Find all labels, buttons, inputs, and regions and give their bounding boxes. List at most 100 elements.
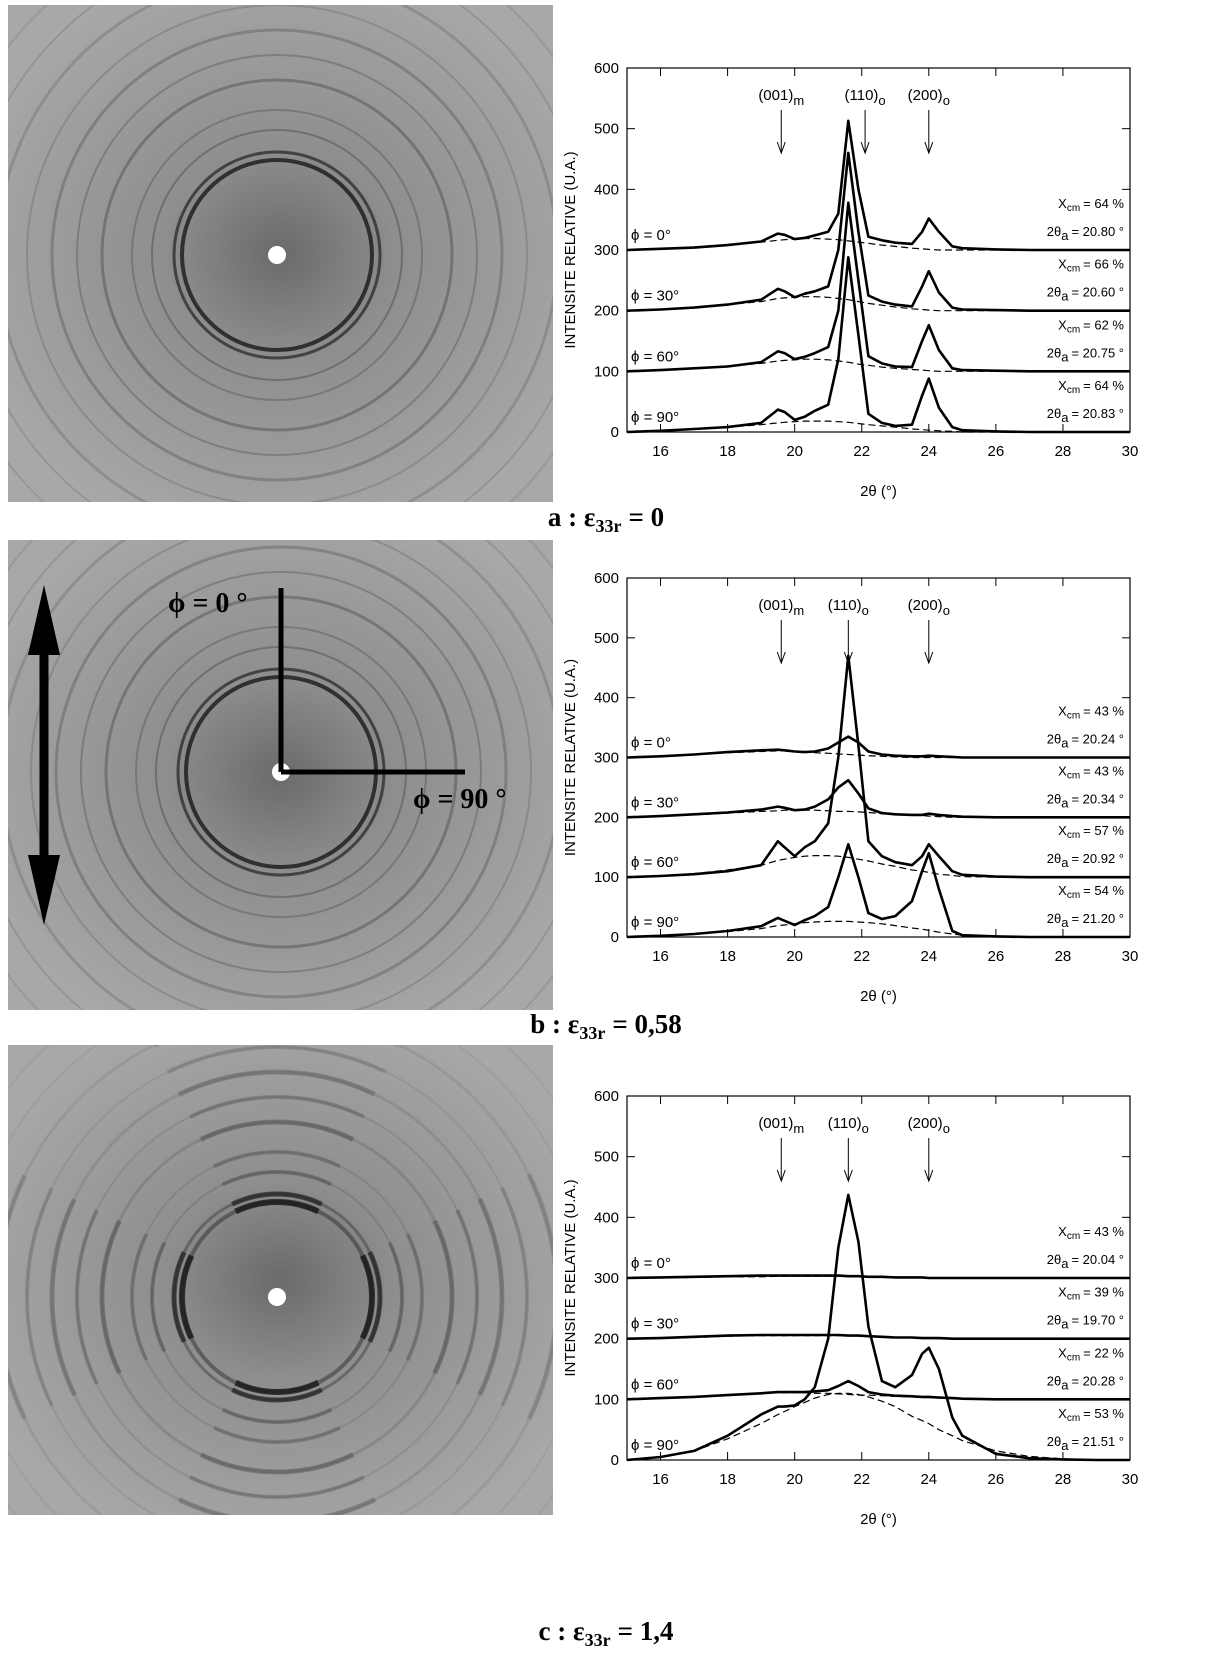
xcm-subscript: cm xyxy=(1067,385,1080,396)
amorphous-angle-label: 2θa = 19.70 ° xyxy=(1047,1313,1124,1332)
theta-symbol: 2θ xyxy=(1047,1373,1061,1388)
xcm-symbol: X xyxy=(1058,1406,1067,1421)
ring xyxy=(151,129,403,381)
peak-label: (001)m xyxy=(758,87,804,108)
x-tick-label: 18 xyxy=(719,948,736,965)
xcm-value: = 43 % xyxy=(1083,704,1124,719)
x-tick-label: 26 xyxy=(988,948,1005,965)
xcm-value: = 62 % xyxy=(1083,317,1124,332)
y-tick-label: 400 xyxy=(594,1209,619,1226)
diffraction-curve xyxy=(626,151,1130,312)
ring xyxy=(50,1070,504,1515)
theta-value: = 20.80 ° xyxy=(1071,224,1124,239)
xcm-subscript: cm xyxy=(1067,1231,1080,1242)
diffraction-curve xyxy=(626,256,1130,434)
x-tick-label: 20 xyxy=(786,948,803,965)
y-tick-label: 600 xyxy=(594,570,619,587)
peak-name: (200) xyxy=(908,87,943,104)
amorphous-angle-label: 2θa = 20.28 ° xyxy=(1047,1373,1124,1392)
caption-subscript: 33r xyxy=(579,1023,605,1043)
ring-arc xyxy=(179,1199,375,1395)
peak-label: (200)o xyxy=(908,87,950,108)
amorphous-halo xyxy=(626,420,1130,433)
series-label: ϕ = 0° xyxy=(631,735,671,752)
theta-symbol: 2θ xyxy=(1047,1313,1061,1328)
panel-caption: c : ε33r = 1,4 xyxy=(539,1616,674,1650)
ring-arc xyxy=(99,1119,455,1475)
ring-arc xyxy=(75,1095,479,1499)
amorphous-angle-label: 2θa = 20.04 ° xyxy=(1047,1252,1124,1271)
theta-value: = 20.34 ° xyxy=(1071,791,1124,806)
ring xyxy=(26,5,528,502)
theta-subscript: a xyxy=(1061,855,1069,870)
peak-subscript: o xyxy=(943,1121,950,1136)
peak-name: (001) xyxy=(758,597,793,614)
series-label: ϕ = 90° xyxy=(631,409,679,426)
y-tick-label: 200 xyxy=(594,303,619,320)
peak-label: (200)o xyxy=(908,597,950,618)
xcm-subscript: cm xyxy=(1067,890,1080,901)
x-tick-label: 28 xyxy=(1055,443,1072,460)
crystallinity-label: Xcm = 64 % xyxy=(1058,196,1124,214)
theta-value: = 20.04 ° xyxy=(1071,1252,1124,1267)
crystallinity-label: Xcm = 57 % xyxy=(1058,823,1124,841)
panel-caption: b : ε33r = 0,58 xyxy=(530,1009,681,1043)
xcm-symbol: X xyxy=(1058,378,1067,393)
amorphous-angle-label: 2θa = 20.92 ° xyxy=(1047,851,1124,870)
peak-name: (001) xyxy=(758,1115,793,1132)
peak-label: (110)o xyxy=(845,87,886,108)
y-tick-label: 100 xyxy=(594,363,619,380)
xcm-subscript: cm xyxy=(1067,203,1080,214)
crystallinity-label: Xcm = 43 % xyxy=(1058,763,1124,781)
peak-name: (200) xyxy=(908,597,943,614)
crystallinity-label: Xcm = 43 % xyxy=(1058,704,1124,722)
ring-arc xyxy=(150,1170,404,1424)
caption-prefix: a : ε xyxy=(548,502,596,532)
theta-subscript: a xyxy=(1061,736,1069,751)
ring xyxy=(131,1151,423,1443)
y-tick-label: 500 xyxy=(594,630,619,647)
ring-arc xyxy=(25,1045,529,1515)
stretch-arrow-head xyxy=(28,585,60,925)
xcm-symbol: X xyxy=(1058,1224,1067,1239)
x-tick-label: 22 xyxy=(853,443,870,460)
caption-subscript: 33r xyxy=(595,516,621,536)
image-background xyxy=(8,1045,553,1515)
theta-value: = 20.60 ° xyxy=(1071,285,1124,300)
xcm-value: = 39 % xyxy=(1083,1285,1124,1300)
xcm-subscript: cm xyxy=(1067,830,1080,841)
peak-name: (110) xyxy=(828,1115,862,1132)
theta-value: = 20.24 ° xyxy=(1071,732,1124,747)
theta-value: = 20.75 ° xyxy=(1071,345,1124,360)
peak-subscript: o xyxy=(943,603,950,618)
x-tick-label: 26 xyxy=(988,443,1005,460)
diffraction-image xyxy=(8,1045,553,1515)
theta-symbol: 2θ xyxy=(1047,1434,1061,1449)
peak-label: (200)o xyxy=(908,1115,950,1136)
x-axis-label: 2θ (°) xyxy=(860,988,897,1005)
peak-arrowhead xyxy=(924,1169,934,1183)
x-tick-label: 20 xyxy=(786,443,803,460)
xcm-symbol: X xyxy=(1058,883,1067,898)
theta-symbol: 2θ xyxy=(1047,851,1061,866)
peak-subscript: m xyxy=(793,93,804,108)
x-tick-label: 22 xyxy=(853,948,870,965)
series-label: ϕ = 30° xyxy=(631,288,679,305)
xcm-symbol: X xyxy=(1058,1285,1067,1300)
xcm-symbol: X xyxy=(1058,257,1067,272)
peak-arrowhead xyxy=(776,651,786,665)
y-tick-label: 200 xyxy=(594,1331,619,1348)
theta-symbol: 2θ xyxy=(1047,791,1061,806)
peak-subscript: o xyxy=(878,93,885,108)
theta-subscript: a xyxy=(1061,349,1069,364)
x-tick-label: 16 xyxy=(652,1471,669,1488)
diffraction-curve xyxy=(626,201,1130,373)
xcm-value: = 64 % xyxy=(1083,196,1124,211)
xcm-value: = 43 % xyxy=(1083,1224,1124,1239)
theta-symbol: 2θ xyxy=(1047,224,1061,239)
beam-stop xyxy=(268,246,286,264)
y-tick-label: 400 xyxy=(594,181,619,198)
diffraction-curve xyxy=(626,654,1130,879)
y-tick-label: 600 xyxy=(594,60,619,77)
